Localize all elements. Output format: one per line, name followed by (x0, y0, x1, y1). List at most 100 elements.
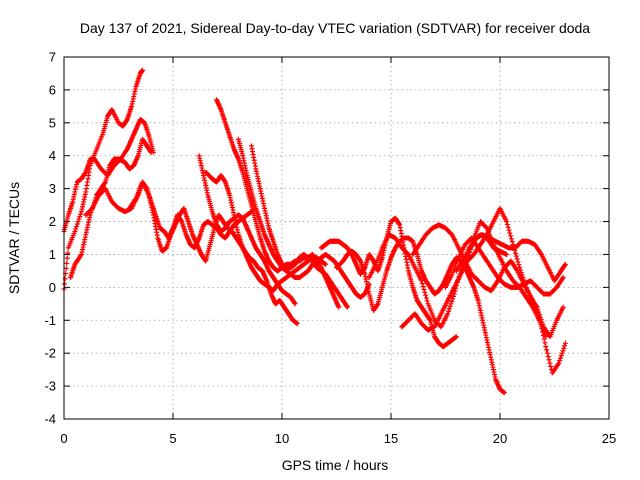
data-point (73, 226, 79, 232)
axis-ticks: 0 5 10 15 20 25 -4 -3 -2 -1 0 1 2 3 4 5 6 7 (44, 50, 616, 447)
x-axis-label: GPS time / hours (282, 457, 389, 473)
series-track-8 (196, 153, 298, 307)
x-tick-label: 5 (169, 431, 176, 446)
data-point (542, 340, 548, 346)
data-point (63, 265, 69, 271)
data-point (548, 363, 554, 369)
y-tick-label: 7 (49, 50, 56, 65)
data-point (420, 284, 426, 290)
data-point (556, 360, 562, 366)
y-tick-label: 2 (49, 214, 56, 229)
data-point (561, 345, 567, 351)
data-point (72, 228, 78, 234)
data-point (535, 307, 541, 313)
data-point (534, 304, 540, 310)
data-point (74, 223, 80, 229)
data-point (62, 276, 68, 282)
data-point (466, 252, 472, 258)
data-point (547, 360, 553, 366)
y-tick-label: 6 (49, 82, 56, 97)
series-track-14 (399, 205, 568, 376)
data-point (560, 274, 566, 280)
data-point (513, 253, 519, 259)
x-tick-label: 25 (602, 431, 616, 446)
data-point (543, 334, 549, 340)
data-point (336, 304, 342, 310)
plot-frame (63, 56, 610, 420)
data-point (294, 321, 300, 327)
data-point (545, 353, 551, 359)
data-point (465, 255, 471, 261)
data-point (504, 221, 510, 227)
data-point (344, 304, 350, 310)
data-point (483, 224, 489, 230)
data-point (423, 292, 429, 298)
series-track-2 (61, 117, 156, 234)
data-point (507, 230, 513, 236)
data-point (557, 355, 563, 361)
data-point (515, 259, 521, 265)
data-point (514, 256, 520, 262)
data-point (468, 244, 474, 250)
y-tick-label: 5 (49, 115, 56, 130)
data-point (546, 357, 552, 363)
data-point (421, 286, 427, 292)
series-track-3 (68, 136, 154, 280)
data-point (445, 311, 451, 317)
data-point (148, 149, 154, 155)
data-point (62, 281, 68, 287)
data-point (508, 236, 514, 242)
series-track-6 (203, 169, 329, 294)
data-point (64, 260, 70, 266)
data-point (559, 350, 565, 356)
data-point (449, 298, 455, 304)
data-point (501, 390, 507, 396)
y-tick-label: -3 (44, 379, 56, 394)
data-point (562, 343, 568, 349)
data-point (445, 308, 451, 314)
data-point (468, 247, 474, 253)
data-point (323, 261, 329, 267)
y-tick-label: 0 (49, 280, 56, 295)
chart-title: Day 137 of 2021, Sidereal Day-to-day VTE… (80, 20, 590, 36)
data-point (453, 334, 459, 340)
data-point (517, 265, 523, 271)
y-axis-label: SDTVAR / TECUs (6, 182, 22, 294)
y-tick-label: -2 (44, 346, 56, 361)
data-point (562, 261, 568, 267)
data-point (74, 221, 80, 227)
data-point (139, 67, 145, 73)
data-point (446, 306, 452, 312)
data-point (419, 278, 425, 284)
data-point (75, 219, 81, 225)
y-tick-label: 1 (49, 247, 56, 262)
data-point (544, 347, 550, 353)
data-point (422, 289, 428, 295)
data-point (423, 295, 429, 301)
data-point (560, 348, 566, 354)
series-track-18 (464, 219, 549, 340)
data-point (76, 216, 82, 222)
data-point (516, 262, 522, 268)
data-point (78, 211, 84, 217)
y-tick-label: 3 (49, 181, 56, 196)
series-track-1 (61, 67, 145, 292)
data-point (77, 214, 83, 220)
data-point (543, 344, 549, 350)
data-point (419, 281, 425, 287)
series-track-10 (248, 143, 350, 310)
data-point (506, 227, 512, 233)
y-tick-label: -4 (44, 412, 56, 427)
data-point (292, 301, 298, 307)
data-point (544, 350, 550, 356)
data-marks (61, 67, 568, 396)
data-point (560, 304, 566, 310)
data-point (450, 293, 456, 299)
data-point (448, 301, 454, 307)
data-point (470, 238, 476, 244)
data-point (557, 358, 563, 364)
x-tick-label: 20 (493, 431, 507, 446)
y-tick-label: 4 (49, 148, 56, 163)
data-point (509, 239, 515, 245)
